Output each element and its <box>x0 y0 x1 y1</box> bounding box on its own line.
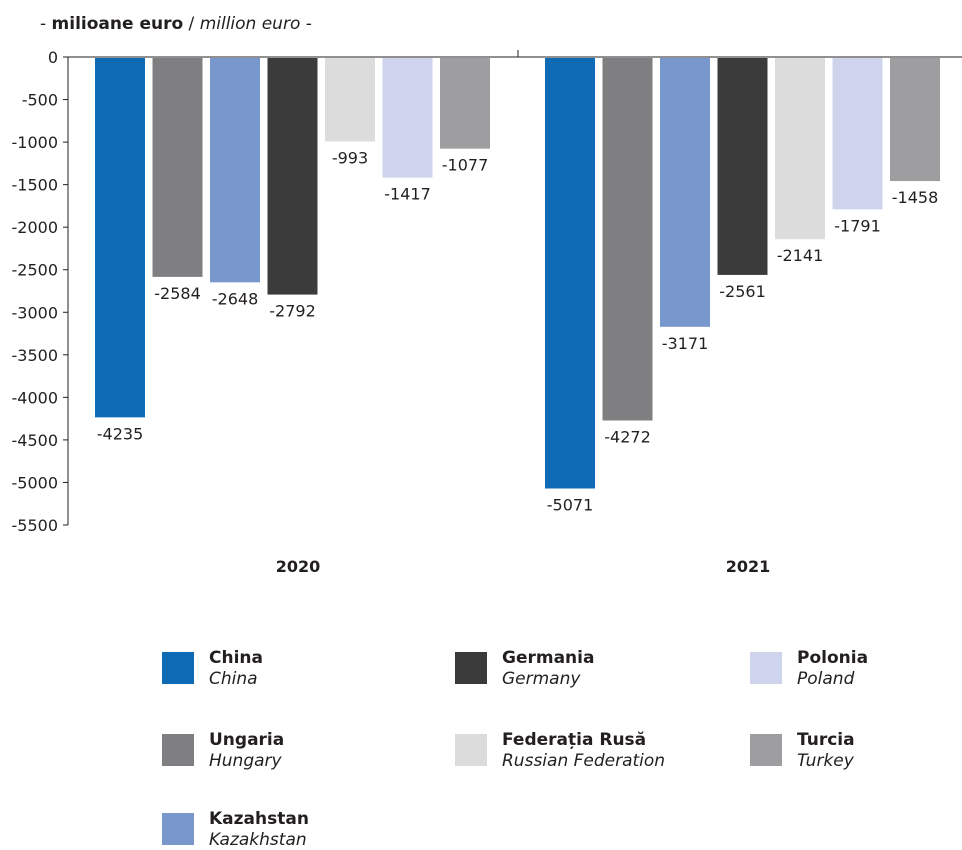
data-label: -2792 <box>269 302 316 321</box>
y-tick-label: -5000 <box>12 473 59 492</box>
unit-label-en: million euro <box>199 14 301 34</box>
y-tick-label: -500 <box>22 91 58 110</box>
legend-swatch <box>455 734 487 766</box>
y-tick-label: -2000 <box>12 218 59 237</box>
bar <box>602 58 653 421</box>
unit-separator: / <box>183 14 200 34</box>
bar <box>267 58 318 295</box>
bar <box>660 58 710 327</box>
data-label: -1791 <box>834 216 881 235</box>
y-tick-label: -2500 <box>12 261 59 280</box>
data-label: -2584 <box>154 284 201 303</box>
bar <box>717 58 768 275</box>
legend-label-en: Hungary <box>209 751 282 771</box>
bar <box>210 58 260 283</box>
data-label: -2141 <box>777 246 824 265</box>
bar <box>832 58 883 210</box>
data-label: -1417 <box>384 185 431 204</box>
data-label: -3171 <box>662 334 709 353</box>
legend-label-ro: Federația Rusă <box>502 730 647 750</box>
legend-swatch <box>750 652 782 684</box>
data-label: -4235 <box>97 424 144 443</box>
legend-swatch <box>750 734 782 766</box>
legend-label-ro: Ungaria <box>209 730 285 750</box>
data-label: -5071 <box>547 495 594 514</box>
bar <box>325 58 375 142</box>
legend-label-en: China <box>209 669 258 689</box>
unit-label-ro: milioane euro <box>51 14 184 34</box>
category-label: 2020 <box>276 557 321 576</box>
bar <box>890 58 940 182</box>
data-label: -1458 <box>892 188 939 207</box>
y-tick-label: -4500 <box>12 431 59 450</box>
legend-label-ro: Polonia <box>797 648 869 668</box>
legend-label-ro: China <box>209 648 263 668</box>
y-tick-label: -4000 <box>12 388 59 407</box>
y-tick-label: 0 <box>48 48 58 67</box>
category-label: 2021 <box>726 557 771 576</box>
legend-swatch <box>162 813 194 845</box>
y-tick-label: -3000 <box>12 303 59 322</box>
y-tick-label: -1500 <box>12 176 59 195</box>
legend-label-en: Germany <box>502 669 581 689</box>
legend-label-en: Russian Federation <box>502 751 666 771</box>
bar <box>545 58 595 489</box>
unit-prefix: - <box>40 14 52 34</box>
y-tick-label: -5500 <box>12 516 59 535</box>
bar <box>152 58 203 277</box>
bar <box>440 58 490 149</box>
legend-label-en: Turkey <box>797 751 854 771</box>
bar-chart: 0 -500 -1000 -1500 -2000 -2500 -3000 -3500 -4000… <box>12 48 962 576</box>
y-tick-label: -3500 <box>12 346 59 365</box>
legend-swatch <box>455 652 487 684</box>
unit-label: - milioane euro / million euro - <box>40 14 312 34</box>
legend-swatch <box>162 734 194 766</box>
legend-label-ro: Turcia <box>797 730 855 750</box>
data-label: -1077 <box>442 156 489 175</box>
data-label: -4272 <box>604 428 651 447</box>
data-label: -993 <box>332 148 368 167</box>
bar <box>775 58 825 240</box>
legend-swatch <box>162 652 194 684</box>
legend-label-ro: Germania <box>502 648 595 668</box>
unit-suffix: - <box>300 14 312 34</box>
legend-label-ro: Kazahstan <box>209 809 309 829</box>
legend-label-en: Kazakhstan <box>209 830 307 850</box>
y-tick-label: -1000 <box>12 133 59 152</box>
bar <box>95 58 145 418</box>
legend-label-en: Poland <box>797 669 855 689</box>
data-label: -2648 <box>212 289 259 308</box>
bar <box>382 58 433 178</box>
data-label: -2561 <box>719 282 766 301</box>
